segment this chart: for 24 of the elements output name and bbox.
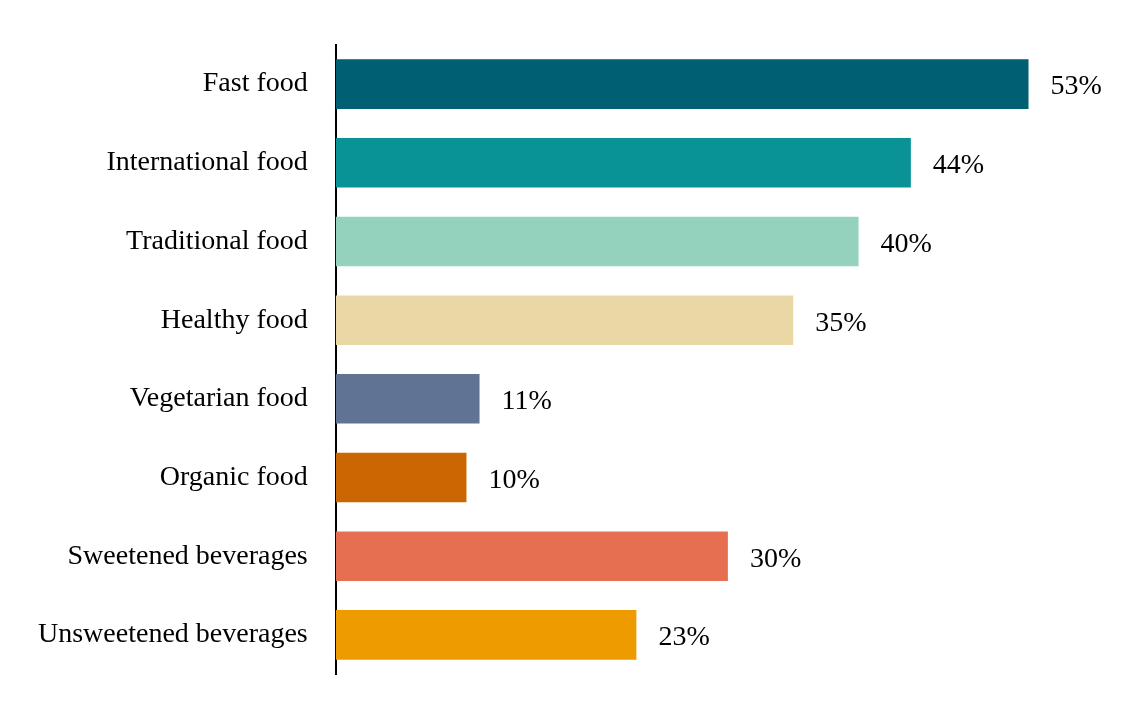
bar xyxy=(335,216,859,267)
bar xyxy=(335,138,911,188)
y-tick-label: Organic food xyxy=(159,459,308,491)
y-tick-label: Fast food xyxy=(202,66,308,98)
data-label: 11% xyxy=(501,384,552,416)
bar xyxy=(335,59,1029,109)
bar xyxy=(335,610,637,660)
y-tick-label: International food xyxy=(106,145,308,177)
y-tick-label: Sweetened beverages xyxy=(67,538,308,570)
data-label: 35% xyxy=(815,305,867,337)
y-tick-label: Unsweetened beverages xyxy=(37,617,308,649)
bar xyxy=(335,531,728,581)
data-label: 23% xyxy=(658,620,710,652)
y-tick-label: Healthy food xyxy=(160,302,308,334)
data-label: 40% xyxy=(880,226,932,258)
data-label: 30% xyxy=(749,541,802,573)
y-tick-label: Vegetarian food xyxy=(129,381,308,413)
bar xyxy=(335,295,794,345)
bar xyxy=(335,374,480,424)
data-label: 44% xyxy=(932,148,985,180)
data-label: 10% xyxy=(488,462,540,494)
bar xyxy=(335,452,467,503)
data-label: 53% xyxy=(1050,69,1102,101)
y-tick-label: Traditional food xyxy=(126,223,308,255)
